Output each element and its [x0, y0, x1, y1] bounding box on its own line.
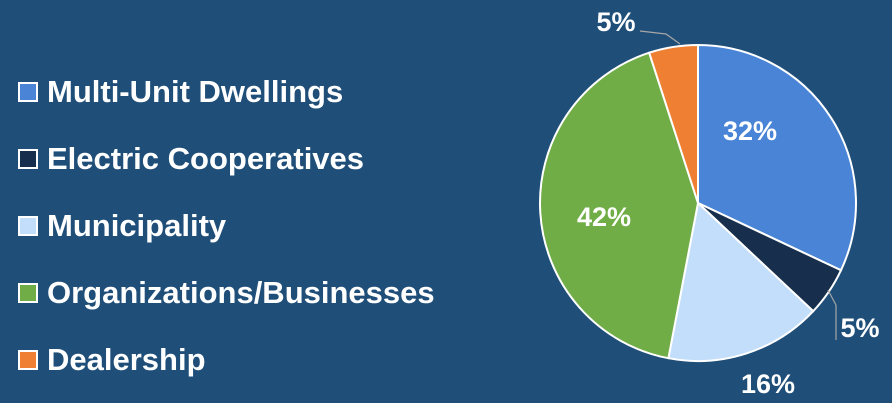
data-label-electric-cooperatives: 5% [840, 313, 879, 343]
legend-item-electric-cooperatives: Electric Cooperatives [18, 125, 435, 192]
legend-label-dealership: Dealership [47, 341, 206, 377]
legend-swatch-multi-unit-dwellings [18, 81, 38, 102]
data-label-organizations-businesses: 42% [577, 202, 631, 232]
legend-item-organizations-businesses: Organizations/Businesses [18, 259, 435, 326]
legend-label-multi-unit-dwellings: Multi-Unit Dwellings [47, 73, 344, 109]
leader-line-dealership [639, 30, 681, 45]
legend-label-organizations-businesses: Organizations/Businesses [47, 274, 435, 310]
pie-slice-municipality [667, 201, 815, 362]
leader-line-electric-cooperatives [827, 289, 837, 340]
legend-item-multi-unit-dwellings: Multi-Unit Dwellings [18, 58, 435, 125]
legend-label-electric-cooperatives: Electric Cooperatives [47, 140, 365, 176]
chart-legend: Multi-Unit Dwellings Electric Cooperativ… [18, 58, 435, 393]
data-label-multi-unit-dwellings: 32% [723, 116, 777, 146]
pie-slice-multi-unit-dwellings [697, 43, 857, 272]
data-label-municipality: 16% [741, 369, 795, 399]
pie-slice-dealership [647, 43, 699, 204]
pie-slice-organizations-businesses [538, 51, 700, 360]
legend-item-dealership: Dealership [18, 326, 435, 393]
legend-swatch-organizations-businesses [18, 282, 38, 303]
legend-item-municipality: Municipality [18, 192, 435, 259]
legend-label-municipality: Municipality [47, 207, 227, 243]
legend-swatch-dealership [18, 349, 38, 370]
legend-swatch-municipality [18, 215, 38, 236]
data-label-dealership: 5% [596, 7, 635, 37]
legend-swatch-electric-cooperatives [18, 148, 38, 169]
